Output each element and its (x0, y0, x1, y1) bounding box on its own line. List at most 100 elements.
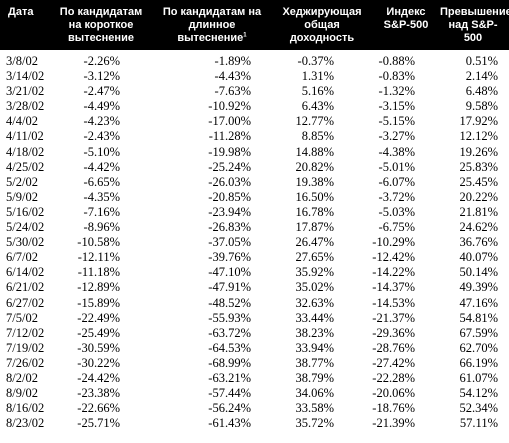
cell-short: -30.59% (77, 340, 120, 355)
cell-hedge: 33.94% (295, 340, 334, 355)
cell-excess: 54.81% (459, 310, 498, 325)
cell-hedge: 38.23% (295, 325, 334, 340)
cell-hedge: 38.77% (295, 355, 334, 370)
cell-short: -4.42% (83, 159, 120, 174)
cell-sp: -28.76% (372, 340, 415, 355)
header-date: Дата (8, 6, 34, 18)
cell-excess: 25.83% (459, 159, 498, 174)
cell-excess: 57.11% (459, 416, 498, 431)
cell-short: -25.49% (77, 325, 120, 340)
cell-sp: -3.72% (378, 189, 415, 204)
cell-date: 6/21/02 (6, 280, 45, 295)
cell-excess: 2.14% (465, 69, 498, 84)
cell-excess: 67.59% (459, 325, 498, 340)
header-long: По кандидатам на длинное вытеснение1 (160, 6, 264, 45)
table-row: 3/21/02 -2.47% -7.63% 5.16% -1.32% 6.48% (0, 84, 509, 99)
cell-hedge: 17.87% (295, 220, 334, 235)
cell-hedge: 16.78% (295, 204, 334, 219)
cell-date: 5/30/02 (6, 235, 45, 250)
cell-sp: -18.76% (372, 401, 415, 416)
cell-long: -26.03% (208, 174, 251, 189)
table-row: 4/4/02 -4.23% -17.00% 12.77% -5.15% 17.92% (0, 114, 509, 129)
cell-short: -2.26% (83, 54, 120, 68)
cell-long: -10.92% (208, 99, 251, 114)
cell-hedge: 35.02% (295, 280, 334, 295)
cell-hedge: 1.31% (301, 69, 334, 84)
cell-excess: 12.12% (459, 129, 498, 144)
header-short: По кандидатам на короткое вытеснение (59, 6, 143, 44)
cell-date: 4/11/02 (6, 129, 44, 144)
cell-short: -4.49% (83, 99, 120, 114)
cell-long: -57.44% (208, 386, 251, 401)
cell-date: 8/23/02 (6, 416, 45, 431)
cell-short: -12.11% (77, 250, 120, 265)
table-row: 8/23/02 -25.71% -61.43% 35.72% -21.39% 57.11% (0, 416, 509, 431)
table-row: 5/30/02 -10.58% -37.05% 26.47% -10.29% 36.76% (0, 235, 509, 250)
cell-sp: -21.39% (372, 416, 415, 431)
cell-date: 7/19/02 (6, 340, 45, 355)
cell-date: 3/8/02 (6, 54, 38, 68)
cell-date: 4/25/02 (6, 159, 45, 174)
table-row: 6/21/02 -12.89% -47.91% 35.02% -14.37% 49.39% (0, 280, 509, 295)
cell-date: 6/27/02 (6, 295, 45, 310)
table-row: 6/7/02 -12.11% -39.76% 27.65% -12.42% 40.07% (0, 250, 509, 265)
cell-hedge: 20.82% (295, 159, 334, 174)
table-row: 7/5/02 -22.49% -55.93% 33.44% -21.37% 54.81% (0, 311, 509, 326)
table-row: 7/19/02 -30.59% -64.53% 33.94% -28.76% 62.70% (0, 341, 509, 356)
cell-hedge: 6.43% (301, 99, 334, 114)
cell-excess: 47.16% (459, 295, 498, 310)
cell-sp: -10.29% (372, 235, 415, 250)
cell-long: -47.10% (208, 265, 251, 280)
cell-long: -26.83% (208, 220, 251, 235)
cell-long: -37.05% (208, 235, 251, 250)
cell-excess: 0.51% (465, 54, 498, 68)
cell-hedge: 19.38% (295, 174, 334, 189)
cell-sp: -4.38% (378, 144, 415, 159)
cell-date: 5/16/02 (6, 204, 45, 219)
cell-long: -23.94% (208, 204, 251, 219)
cell-date: 8/16/02 (6, 401, 45, 416)
cell-date: 3/14/02 (6, 69, 45, 84)
cell-hedge: 35.72% (295, 416, 334, 431)
cell-date: 7/12/02 (6, 325, 45, 340)
cell-sp: -0.88% (378, 54, 415, 68)
cell-date: 3/28/02 (6, 99, 45, 114)
header-long-footnote: 1 (243, 32, 247, 39)
cell-excess: 61.07% (459, 370, 498, 385)
cell-short: -4.35% (83, 189, 120, 204)
cell-long: -19.98% (208, 144, 251, 159)
cell-excess: 62.70% (459, 340, 498, 355)
cell-short: -30.22% (77, 355, 120, 370)
table-row: 6/14/02 -11.18% -47.10% 35.92% -14.22% 50.14% (0, 265, 509, 280)
cell-long: -63.21% (208, 370, 251, 385)
table-row: 8/2/02 -24.42% -63.21% 38.79% -22.28% 61.07% (0, 371, 509, 386)
cell-hedge: 26.47% (295, 235, 334, 250)
cell-sp: -5.03% (378, 204, 415, 219)
cell-long: -68.99% (208, 355, 251, 370)
cell-date: 8/9/02 (6, 386, 38, 401)
header-sp: Индекс S&P-500 (383, 6, 429, 31)
cell-sp: -3.15% (378, 99, 415, 114)
cell-long: -4.43% (214, 69, 251, 84)
table-body: 3/8/02 -2.26% -1.89% -0.37% -0.88% 0.51% 3/14/… (0, 54, 509, 431)
cell-long: -48.52% (208, 295, 251, 310)
cell-long: -1.89% (214, 54, 251, 68)
cell-long: -47.91% (208, 280, 251, 295)
cell-short: -2.43% (83, 129, 120, 144)
cell-date: 5/24/02 (6, 220, 45, 235)
table-row: 6/27/02 -15.89% -48.52% 32.63% -14.53% 47.16% (0, 296, 509, 311)
cell-long: -20.85% (208, 189, 251, 204)
cell-hedge: 32.63% (295, 295, 334, 310)
cell-date: 6/14/02 (6, 265, 45, 280)
table-row: 5/9/02 -4.35% -20.85% 16.50% -3.72% 20.22% (0, 190, 509, 205)
cell-sp: -14.22% (372, 265, 415, 280)
cell-excess: 9.58% (465, 99, 498, 114)
table-row: 5/16/02 -7.16% -23.94% 16.78% -5.03% 21.81% (0, 205, 509, 220)
table-row: 7/26/02 -30.22% -68.99% 38.77% -27.42% 66.19% (0, 356, 509, 371)
cell-long: -11.28% (208, 129, 251, 144)
cell-sp: -12.42% (372, 250, 415, 265)
table-row: 5/24/02 -8.96% -26.83% 17.87% -6.75% 24.62% (0, 220, 509, 235)
cell-date: 6/7/02 (6, 250, 38, 265)
cell-hedge: 38.79% (295, 370, 334, 385)
cell-long: -39.76% (208, 250, 251, 265)
